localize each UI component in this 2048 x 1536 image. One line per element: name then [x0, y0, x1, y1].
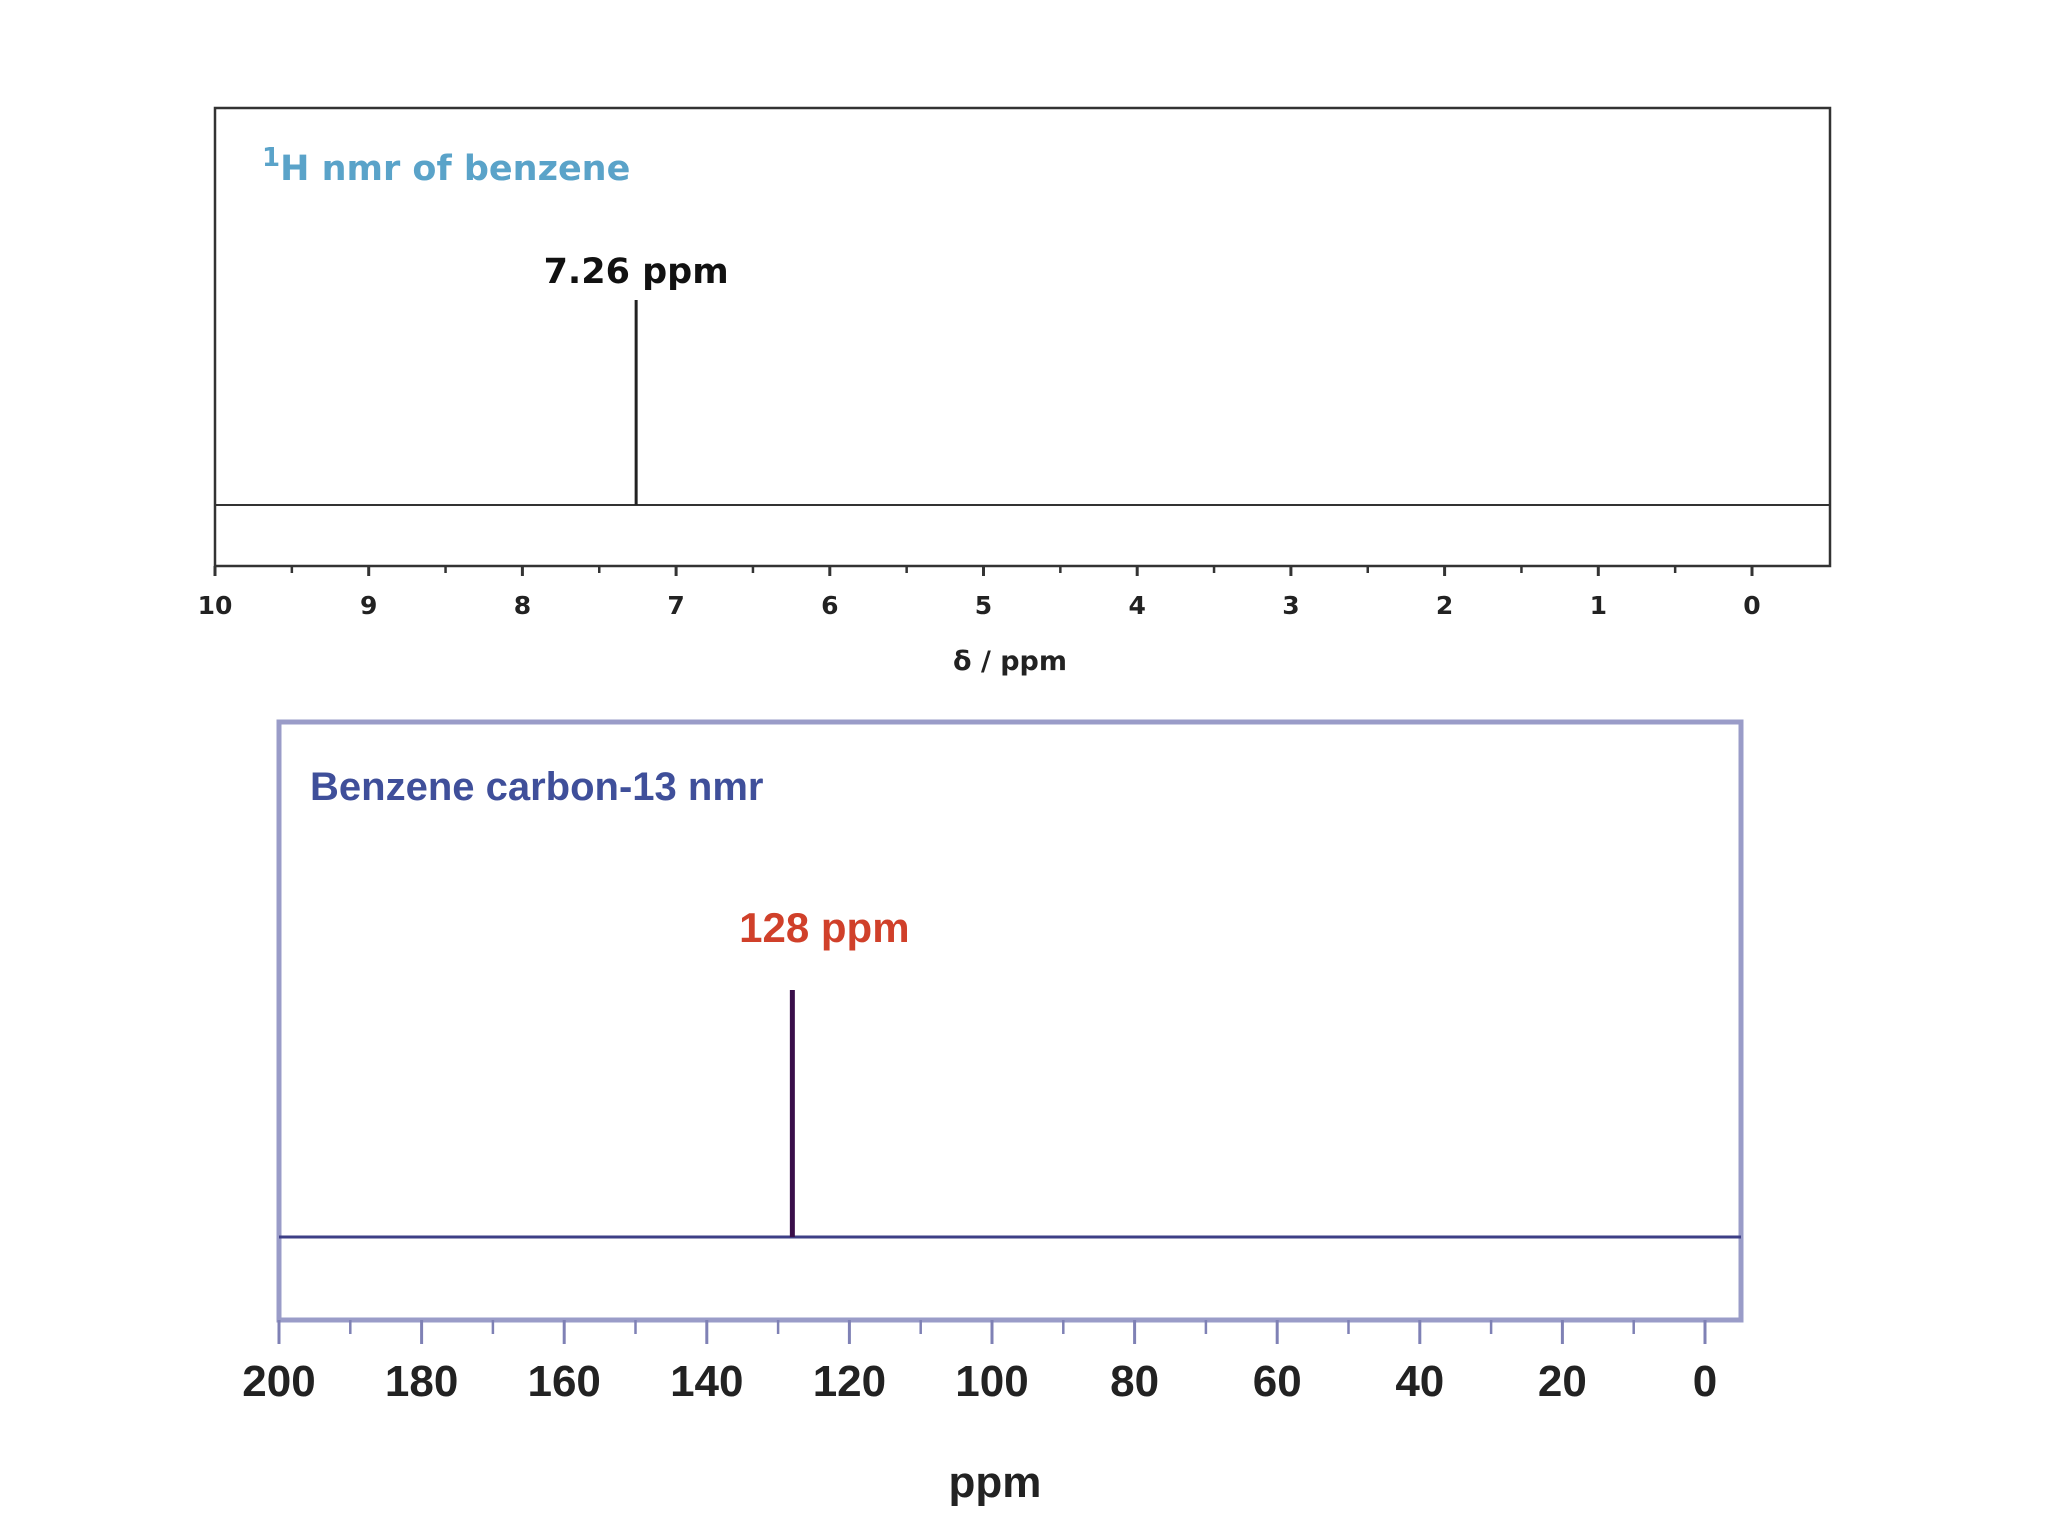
- c13-tick-label: 200: [242, 1357, 315, 1406]
- c13-title: Benzene carbon-13 nmr: [310, 765, 763, 809]
- h1-tick-label: 0: [1743, 591, 1760, 620]
- h1-tick-label: 7: [667, 591, 684, 620]
- h1-tick-label: 5: [975, 591, 992, 620]
- c13-tick-label: 140: [670, 1357, 743, 1406]
- c13-peak-annotation: 128 ppm: [739, 904, 909, 951]
- c13-plot-frame: [276, 719, 1744, 1323]
- c13-tick-label: 160: [527, 1357, 600, 1406]
- h1-tick-label: 6: [821, 591, 838, 620]
- h1-tick-label: 2: [1436, 591, 1453, 620]
- c13-tick-label: 20: [1538, 1357, 1587, 1406]
- h1-tick-label: 8: [514, 591, 531, 620]
- h1-peak-annotation: 7.26 ppm: [544, 252, 729, 292]
- h1-nmr-chart: 1H nmr of benzene 10 9 8 7 6 5 4 3 2 1 0 7.26 ppm …: [198, 106, 1832, 677]
- h1-title-text: H nmr of benzene: [280, 149, 630, 189]
- h1-x-axis-label: δ / ppm: [953, 646, 1067, 677]
- c13-tick-label: 60: [1253, 1357, 1302, 1406]
- c13-tick-label: 120: [813, 1357, 886, 1406]
- c13-x-axis: 200 180 160 140 120 100 80 60 40 20 0: [242, 1320, 1717, 1406]
- h1-tick-label: 4: [1128, 591, 1145, 620]
- c13-tick-label: 80: [1110, 1357, 1159, 1406]
- h1-tick-label: 9: [360, 591, 377, 620]
- h1-title: 1H nmr of benzene: [262, 143, 630, 189]
- c13-tick-label: 40: [1395, 1357, 1444, 1406]
- c13-tick-label: 0: [1693, 1357, 1717, 1406]
- h1-tick-label: 10: [198, 591, 233, 620]
- c13-tick-label: 100: [955, 1357, 1028, 1406]
- c13-tick-label: 180: [385, 1357, 458, 1406]
- c13-x-axis-label: ppm: [949, 1458, 1042, 1507]
- h1-title-superscript: 1: [262, 143, 280, 173]
- h1-tick-label: 3: [1282, 591, 1299, 620]
- h1-plot-frame: [213, 106, 1832, 568]
- h1-x-axis: 10 9 8 7 6 5 4 3 2 1 0: [198, 566, 1761, 620]
- h1-tick-label: 1: [1590, 591, 1607, 620]
- c13-nmr-chart: Benzene carbon-13 nmr 200 180 160 140 120 100…: [242, 719, 1744, 1507]
